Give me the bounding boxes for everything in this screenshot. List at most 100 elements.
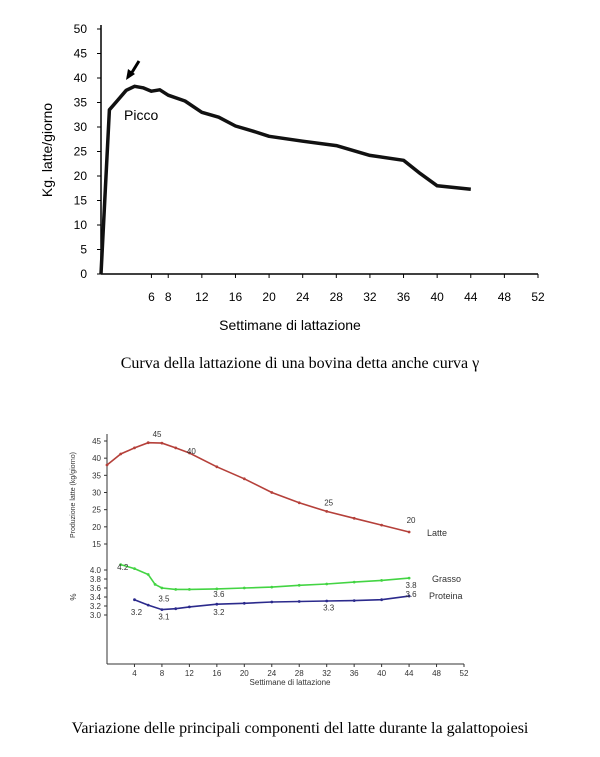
y-tick-label-upper: 35 [92,471,101,480]
y-tick-label: 0 [80,267,87,281]
latte-series-line [106,441,410,533]
latte-point [119,452,123,456]
proteina-data-label: 3.2 [131,608,143,617]
latte-data-label: 20 [407,516,416,525]
legend-grasso: Grasso [432,574,461,584]
x-tick-label: 6 [148,290,155,304]
x-tick-label: 48 [498,290,512,304]
proteina-data-label: 3.3 [323,604,335,613]
x-tick-label: 8 [165,290,172,304]
x-tick-label: 48 [432,669,441,678]
y-tick-label-upper: 30 [92,489,101,498]
x-tick-label: 32 [363,290,377,304]
x-tick-label: 36 [350,669,359,678]
latte-point [174,446,178,450]
x-tick-label: 36 [397,290,411,304]
y-tick-label-lower: 3.4 [90,593,102,602]
grasso-point [352,580,356,584]
y-tick-label-upper: 20 [92,523,101,532]
grasso-point [119,563,123,566]
proteina-point [160,608,164,611]
y-tick-label: 10 [74,218,88,232]
grasso-point [380,579,383,582]
y-tick-label: 20 [74,169,88,183]
proteina-point [270,600,274,604]
latte-point [160,441,164,445]
y-tick-label-upper: 25 [92,506,101,515]
chart2-ylabel-lower: % [69,593,78,600]
chart1-axes [100,25,538,275]
x-tick-label: 16 [212,669,221,678]
y-tick-label: 40 [74,71,88,85]
top-chart-caption: Curva della lattazione di una bovina det… [120,355,480,372]
grasso-data-label: 4.2 [117,563,129,572]
x-tick-label: 8 [160,669,165,678]
proteina-point [297,600,301,603]
x-tick-label: 40 [430,290,444,304]
grasso-data-label: 3.6 [213,590,225,599]
x-tick-label: 12 [185,669,194,678]
x-tick-label: 44 [464,290,478,304]
proteina-point [380,598,383,602]
latte-data-label: 45 [153,430,162,439]
grasso-point [174,588,178,591]
latte-data-label: 40 [187,447,196,456]
grasso-point [146,573,150,576]
latte-point [188,451,191,455]
proteina-data-label: 3.2 [213,608,225,617]
y-tick-label: 30 [74,120,88,134]
proteina-point [352,599,356,602]
latte-data-label: 25 [324,499,333,508]
grasso-point [215,587,219,591]
latte-point [270,491,274,494]
grasso-data-label: 3.5 [158,595,170,604]
x-tick-label: 12 [195,290,209,304]
grasso-point [407,576,411,580]
y-tick-label: 15 [74,194,88,208]
y-tick-label-lower: 3.2 [90,602,102,611]
grasso-point [242,586,246,590]
x-tick-label: 24 [267,669,276,678]
x-tick-label: 20 [240,669,249,678]
y-tick-label: 5 [80,243,87,257]
x-tick-label: 40 [377,669,386,678]
peak-arrow-icon [129,60,141,75]
x-tick-label: 44 [405,669,414,678]
latte-point [407,530,411,534]
bottom-chart-caption: Variazione delle principali componenti d… [71,720,529,737]
y-tick-label: 25 [74,145,88,159]
x-tick-label: 52 [460,669,469,678]
legend-proteina: Proteina [429,591,463,601]
peak-annotation: Picco [124,107,158,123]
latte-point [297,501,301,505]
proteina-point [325,599,329,603]
x-tick-label: 32 [322,669,331,678]
proteina-point [188,605,191,609]
proteina-point [407,594,411,598]
grasso-data-label: 3.8 [406,581,418,590]
grasso-point [270,585,274,589]
latte-point [215,465,219,469]
legend-latte: Latte [427,528,447,538]
chart2-ylabel-upper: Produzione latte (kg/giorno) [70,452,77,538]
proteina-point [174,607,178,611]
latte-point [133,446,136,450]
latte-point [325,510,329,513]
proteina-point [242,601,246,605]
x-tick-label: 28 [330,290,344,304]
x-tick-label: 4 [132,669,137,678]
lactation-series-line [99,84,471,275]
y-tick-label-upper: 45 [92,437,101,446]
grasso-point [160,586,164,590]
y-tick-label: 45 [74,47,88,61]
grasso-point [153,583,157,586]
chart2-xlabel: Settimane di lattazione [250,678,331,687]
lactation-curve-chart: 0 5 10 15 20 25 30 35 40 45 50 6 8 12 16 20 24 28 32 36 40 44… [39,22,545,333]
peak-arrow-head [126,69,135,80]
chart1-ylabel: Kg. latte/giorno [39,103,55,197]
chart1-xlabel: Settimane di lattazione [219,317,361,333]
y-tick-label-lower: 3.0 [90,611,102,620]
proteina-point [215,602,219,606]
